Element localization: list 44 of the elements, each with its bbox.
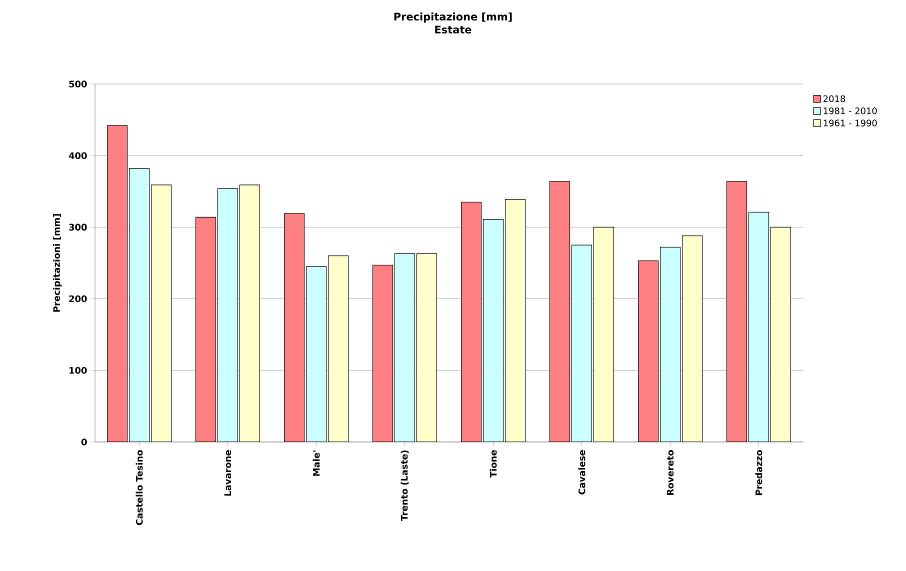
y-tick-label: 0 — [81, 438, 87, 446]
bar — [217, 188, 238, 442]
x-tick-label: Predazzo — [755, 450, 762, 496]
bar — [128, 168, 150, 442]
y-axis-title: Precipitazioni [mm] — [53, 214, 62, 312]
x-tick-label: Castello Tesino — [136, 450, 143, 526]
x-tick-label: Trento (Laste) — [400, 450, 409, 521]
bar — [416, 253, 438, 442]
bar — [726, 181, 748, 442]
y-tick-label: 100 — [70, 366, 87, 374]
x-tick-label: Lavarone — [224, 450, 232, 496]
legend-label: 1961 - 1990 — [824, 120, 877, 126]
y-tick-label: 200 — [69, 295, 87, 302]
bar — [106, 125, 128, 442]
bar — [638, 260, 659, 442]
y-tick-label: 300 — [69, 224, 87, 231]
bar — [239, 184, 260, 442]
legend-label: 2018 — [824, 95, 846, 102]
bar — [150, 184, 172, 442]
bar — [504, 198, 526, 442]
chart-title: Precipitazione [mm] — [394, 12, 512, 23]
bar — [372, 264, 394, 442]
bar — [394, 253, 416, 442]
x-tick-label: Rovereto — [666, 450, 674, 495]
bar — [195, 216, 216, 442]
bar — [328, 256, 349, 442]
x-tick-label: Male' — [312, 450, 320, 476]
bar — [593, 226, 614, 442]
y-tick-label: 500 — [69, 80, 87, 88]
legend-label: 1981 - 2010 — [824, 107, 877, 114]
x-tick-label: Cavalese — [578, 450, 586, 494]
bar — [682, 235, 703, 442]
x-tick-label: Tione — [490, 450, 497, 478]
bar — [660, 246, 681, 442]
bar — [482, 219, 504, 442]
bar — [549, 181, 570, 442]
bar — [460, 202, 482, 442]
bar — [748, 212, 770, 442]
y-tick-label: 400 — [68, 152, 87, 159]
bar — [770, 226, 792, 442]
bar — [306, 266, 327, 442]
chart-subtitle: Estate — [435, 26, 472, 34]
bar — [284, 213, 305, 442]
bar — [571, 244, 592, 442]
